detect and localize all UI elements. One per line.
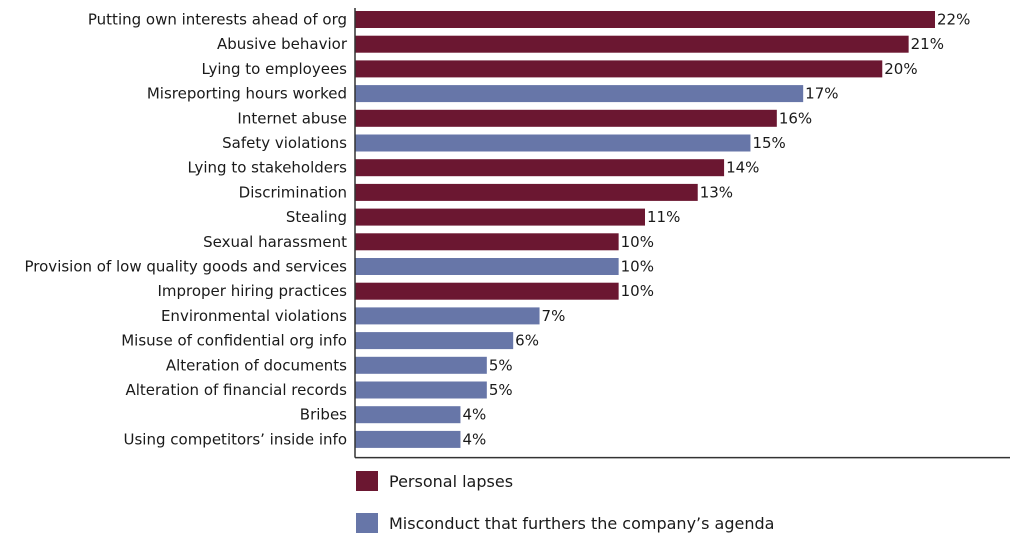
bar: [355, 183, 698, 201]
bar: [355, 85, 804, 103]
bar: [355, 282, 619, 300]
category-label: Discrimination: [239, 183, 347, 201]
legend-label: Misconduct that furthers the company’s a…: [389, 514, 774, 533]
bar: [355, 356, 487, 374]
category-label: Abusive behavior: [217, 35, 348, 53]
bars-group: [355, 11, 935, 448]
bar: [355, 381, 487, 399]
bar: [355, 258, 619, 275]
category-label: Environmental violations: [161, 307, 347, 325]
value-label: 10%: [621, 258, 654, 276]
value-label: 10%: [621, 282, 654, 300]
category-label: Putting own interests ahead of org: [88, 11, 347, 29]
category-label: Misreporting hours worked: [147, 85, 347, 103]
value-label: 15%: [752, 134, 785, 152]
bar: [355, 233, 619, 251]
bar: [355, 430, 461, 448]
value-label: 10%: [621, 233, 654, 251]
category-label: Safety violations: [222, 134, 347, 152]
value-label: 7%: [542, 307, 566, 325]
value-label: 22%: [937, 11, 970, 29]
category-label: Bribes: [300, 406, 347, 424]
category-label: Lying to employees: [201, 60, 347, 78]
value-label: 5%: [489, 356, 513, 374]
value-label: 13%: [700, 183, 733, 201]
value-label: 17%: [805, 85, 838, 103]
bar: [355, 35, 909, 53]
category-label: Stealing: [286, 208, 347, 226]
value-label: 6%: [515, 332, 539, 350]
bar: [355, 307, 540, 325]
category-label: Using competitors’ inside info: [124, 430, 347, 448]
bar: [355, 332, 514, 350]
bar: [355, 406, 461, 424]
value-label: 4%: [462, 430, 486, 448]
category-label: Alteration of documents: [166, 356, 347, 374]
bar: [355, 109, 777, 127]
value-label: 11%: [647, 208, 680, 226]
category-label: Sexual harassment: [203, 233, 347, 251]
category-label: Alteration of financial records: [125, 381, 347, 399]
legend-label: Personal lapses: [389, 472, 513, 491]
legend-swatch: [356, 513, 378, 533]
category-label: Improper hiring practices: [157, 282, 347, 300]
value-label: 20%: [884, 60, 917, 78]
category-label: Misuse of confidential org info: [121, 332, 347, 350]
category-label: Provision of low quality goods and servi…: [25, 258, 348, 276]
value-label: 16%: [779, 109, 812, 127]
bar: [355, 60, 883, 78]
bar: [355, 11, 935, 28]
bar: [355, 134, 751, 152]
bar: [355, 208, 645, 226]
value-label: 4%: [462, 406, 486, 424]
category-label: Lying to stakeholders: [188, 159, 348, 177]
value-label: 5%: [489, 381, 513, 399]
value-label: 21%: [911, 35, 944, 53]
bar: [355, 159, 725, 177]
category-label: Internet abuse: [237, 109, 347, 127]
legend-swatch: [356, 471, 378, 491]
value-label: 14%: [726, 159, 759, 177]
